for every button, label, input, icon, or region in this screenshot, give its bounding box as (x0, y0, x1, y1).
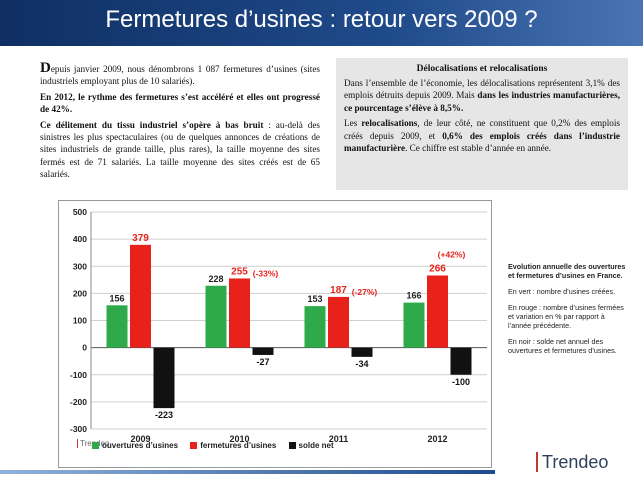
box-paragraph-1: Dans l’ensemble de l’économie, les déloc… (344, 77, 620, 114)
variation-label: (+42%) (438, 249, 466, 259)
legend-swatch-closures (190, 442, 198, 449)
side-notes: Evolution annuelle des ouvertures et fer… (508, 262, 626, 362)
legend-swatch-net (288, 442, 296, 449)
data-label: -27 (256, 357, 269, 367)
x-tick-label: 2011 (329, 434, 349, 444)
y-tick-label: 500 (73, 207, 87, 217)
data-label: -223 (155, 410, 173, 420)
data-label: 166 (406, 291, 421, 301)
y-tick-label: 100 (73, 316, 87, 326)
bar-openings-2012 (403, 302, 425, 348)
y-tick-label: -100 (70, 370, 87, 380)
y-tick-label: 300 (73, 261, 87, 271)
data-label: 187 (330, 285, 347, 296)
legend-swatch-openings (92, 442, 99, 449)
variation-label: (-27%) (352, 287, 378, 297)
chart-svg: 500 400 300 200 100 0 -100 -200 -300 156 379 -223 20… (70, 207, 487, 444)
x-tick-label: 2009 (130, 434, 150, 444)
bar-net-2011 (351, 347, 373, 357)
side-note-black: En noir : solde net annuel des ouverture… (508, 337, 617, 355)
chart-legend: ouvertures d’usines fermetures d’usines … (92, 441, 344, 450)
data-label: 255 (231, 266, 248, 277)
box-p2-a: Les (344, 118, 362, 129)
bar-closures-2011 (328, 296, 349, 348)
y-tick-label: -300 (70, 424, 87, 434)
legend-item-net: solde net (288, 441, 334, 450)
bar-closures-2012 (427, 275, 448, 348)
box-p1-bold: dans les industries manufacturières, ce … (344, 90, 620, 113)
side-note-main: Evolution annuelle des ouvertures et fer… (508, 262, 626, 280)
intro-paragraph-1: Depuis janvier 2009, nous dénombrons 1 0… (40, 60, 320, 88)
intro-p3-bold: Ce délitement du tissu industriel s’opèr… (40, 119, 264, 130)
delocalisation-box: Délocalisations et relocalisations Dans … (336, 58, 628, 190)
intro-text: Depuis janvier 2009, nous dénombrons 1 0… (40, 60, 320, 184)
data-label: 153 (307, 294, 322, 304)
x-tick-label: 2012 (427, 434, 447, 444)
data-label: -34 (355, 359, 368, 369)
bar-closures-2010 (229, 278, 250, 348)
bar-net-2009 (153, 347, 175, 409)
box-p1-text: Dans l’ensemble de l’économie, les déloc… (344, 78, 620, 101)
brand-logo: Trendeo (536, 452, 608, 472)
side-note-green: En vert : nombre d’usines créées. (508, 287, 616, 296)
header-bar: Fermetures d’usines : retour vers 2009 ? (0, 0, 643, 46)
footer-line (0, 470, 495, 474)
bar-net-2010 (252, 347, 274, 355)
y-tick-label: 400 (73, 234, 87, 244)
bar-openings-2011 (304, 306, 326, 348)
data-label: 156 (109, 293, 124, 303)
data-label: 379 (132, 233, 149, 244)
page-title: Fermetures d’usines : retour vers 2009 ? (105, 6, 538, 33)
legend-label-net: solde net (298, 441, 334, 450)
box-title: Délocalisations et relocalisations (416, 64, 548, 74)
drop-cap: D (40, 60, 51, 76)
bar-openings-2009 (106, 305, 128, 348)
data-label: 266 (429, 263, 446, 274)
y-tick-label: 200 (73, 288, 87, 298)
legend-label-closures: fermetures d’usines (200, 441, 277, 450)
intro-p3-text: : au-delà des sinistres les plus spectac… (40, 119, 320, 180)
y-tick-label: -200 (70, 397, 87, 407)
box-p2-d: 0,6% des emplois créés dans l’industrie … (344, 130, 620, 154)
box-p2-c: , de leur côté, ne constituent que 0,2% … (344, 118, 620, 141)
box-p2-b: relocalisations (361, 118, 418, 129)
bar-chart: 500 400 300 200 100 0 -100 -200 -300 156 379 -223 20… (58, 200, 492, 468)
bar-openings-2010 (205, 285, 227, 348)
box-paragraph-2: Les relocalisations, de leur côté, ne co… (344, 117, 620, 154)
bar-closures-2009 (130, 244, 151, 348)
variation-label: (-33%) (253, 268, 279, 278)
bar-net-2012 (450, 347, 472, 375)
intro-paragraph-2: En 2012, le rythme des fermetures s’est … (40, 91, 320, 115)
intro-paragraph-3: Ce délitement du tissu industriel s’opèr… (40, 119, 320, 181)
side-note-red: En rouge : nombre d’usines fermées et va… (508, 303, 624, 330)
legend-item-closures: fermetures d’usines (190, 441, 276, 450)
y-tick-label: 0 (82, 343, 87, 353)
legend-label-openings: ouvertures d’usines (102, 441, 179, 450)
data-label: -100 (452, 377, 470, 387)
legend-item-openings: ouvertures d’usines (92, 441, 178, 450)
intro-p1-text: epuis janvier 2009, nous dénombrons 1 08… (40, 64, 320, 87)
x-tick-label: 2010 (229, 434, 249, 444)
box-p2-e: . Ce chiffre est stable d’année en année… (405, 143, 552, 154)
data-label: 228 (208, 274, 223, 284)
